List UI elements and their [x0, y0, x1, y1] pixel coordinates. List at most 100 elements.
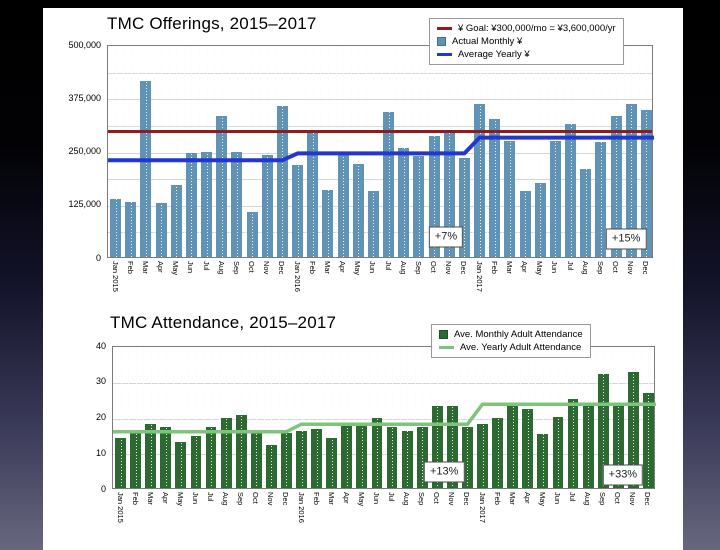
- bar-aug: [398, 148, 410, 257]
- dotted-gridline: [570, 46, 572, 257]
- dotted-gridline: [263, 347, 265, 488]
- annotation-box: +15%: [605, 228, 647, 250]
- bar-feb: [125, 202, 137, 257]
- dotted-gridline: [173, 347, 175, 488]
- dotted-gridline: [407, 347, 409, 488]
- dotted-gridline: [532, 46, 534, 257]
- dotted-gridline: [580, 347, 582, 488]
- dotted-gridline: [487, 46, 489, 257]
- dotted-gridline: [339, 347, 341, 488]
- dotted-gridline: [648, 347, 650, 488]
- dotted-gridline: [331, 347, 333, 488]
- dotted-gridline: [479, 46, 481, 257]
- dotted-gridline: [128, 347, 130, 488]
- x-axis-label: Dec: [281, 492, 291, 506]
- offerings-legend: ¥ Goal: ¥300,000/mo = ¥3,600,000/yr Actua…: [429, 18, 624, 65]
- x-axis-label: Dec: [462, 492, 472, 506]
- dotted-gridline: [203, 347, 205, 488]
- dotted-gridline: [646, 46, 648, 257]
- dotted-gridline: [180, 347, 182, 488]
- y-axis-label: 40: [95, 340, 106, 351]
- x-axis-label: Feb: [492, 492, 502, 505]
- dotted-gridline: [123, 46, 125, 257]
- x-axis-label: Mar: [507, 492, 517, 505]
- offerings-plot-area: +7% +15%: [107, 45, 654, 258]
- dotted-gridline: [115, 46, 117, 257]
- dotted-gridline: [633, 347, 635, 488]
- dotted-gridline: [505, 347, 507, 488]
- bar-may: [352, 163, 364, 257]
- dotted-gridline: [244, 46, 246, 257]
- dotted-gridline: [301, 347, 303, 488]
- dotted-gridline: [618, 347, 620, 488]
- dotted-gridline: [399, 347, 401, 488]
- legend-item: Average Yearly ¥: [437, 48, 616, 61]
- y-axis-label: 375,000: [68, 92, 101, 103]
- dotted-gridline: [608, 46, 610, 257]
- yearly-average-line: [113, 402, 656, 434]
- bar-may: [356, 423, 368, 488]
- dotted-gridline: [588, 347, 590, 488]
- dotted-gridline: [354, 347, 356, 488]
- dotted-gridline: [429, 347, 431, 488]
- dotted-gridline: [547, 46, 549, 257]
- dotted-gridline: [188, 347, 190, 488]
- dotted-gridline: [603, 347, 605, 488]
- dotted-gridline: [535, 347, 537, 488]
- gridline: [108, 232, 652, 234]
- bar-feb: [311, 429, 323, 488]
- gridline: [108, 205, 652, 207]
- dotted-gridline: [631, 46, 633, 257]
- dotted-gridline: [150, 347, 152, 488]
- dotted-gridline: [241, 347, 243, 488]
- x-axis-label: Apr: [341, 492, 351, 504]
- bar-oct: [428, 135, 440, 257]
- dotted-gridline: [324, 347, 326, 488]
- bar-sep: [231, 152, 243, 257]
- bar-aug: [580, 168, 592, 257]
- annotation-box: +33%: [602, 464, 644, 486]
- bar-jan-2015: [110, 199, 122, 257]
- bar-feb: [489, 118, 501, 257]
- x-axis-label: Mar: [326, 492, 336, 505]
- dotted-gridline: [600, 46, 602, 257]
- dotted-gridline: [120, 347, 122, 488]
- dotted-gridline: [472, 46, 473, 257]
- bar-may: [534, 183, 546, 257]
- bar-mar: [322, 190, 334, 257]
- dotted-gridline: [517, 46, 519, 257]
- y-axis-label: 0: [100, 483, 106, 494]
- x-axis-label: Oct: [251, 492, 261, 504]
- x-axis-label: Sep: [598, 492, 608, 506]
- dotted-gridline: [138, 46, 140, 257]
- dotted-gridline: [437, 347, 439, 488]
- bar-jun: [367, 190, 379, 257]
- dotted-gridline: [512, 347, 514, 488]
- bar-nov: [443, 130, 455, 257]
- y-axis-label: 0: [95, 252, 101, 263]
- dotted-gridline: [502, 46, 504, 257]
- dotted-gridline: [309, 347, 311, 488]
- attendance-legend: Ave. Monthly Adult Attendance Ave. Yearly…: [431, 324, 591, 358]
- x-axis-label: Feb: [311, 492, 321, 505]
- dotted-gridline: [555, 46, 557, 257]
- dotted-gridline: [585, 46, 587, 257]
- gridline: [108, 99, 652, 101]
- bar-jul: [201, 151, 213, 257]
- dotted-gridline: [494, 46, 496, 257]
- dotted-gridline: [542, 347, 544, 488]
- dotted-gridline: [233, 347, 235, 488]
- gridline: [113, 418, 654, 420]
- x-axis-label: May: [175, 492, 185, 507]
- dotted-gridline: [573, 347, 575, 488]
- legend-marker-line: [439, 346, 454, 349]
- bar-feb: [492, 418, 504, 488]
- dotted-gridline: [578, 46, 580, 257]
- x-axis-label: Jul: [387, 492, 397, 502]
- x-axis-label: Jan 2016: [296, 492, 306, 523]
- gridline: [108, 125, 652, 127]
- bar-aug: [401, 430, 413, 488]
- dotted-gridline: [158, 347, 160, 488]
- x-axis-label: Apr: [522, 492, 532, 504]
